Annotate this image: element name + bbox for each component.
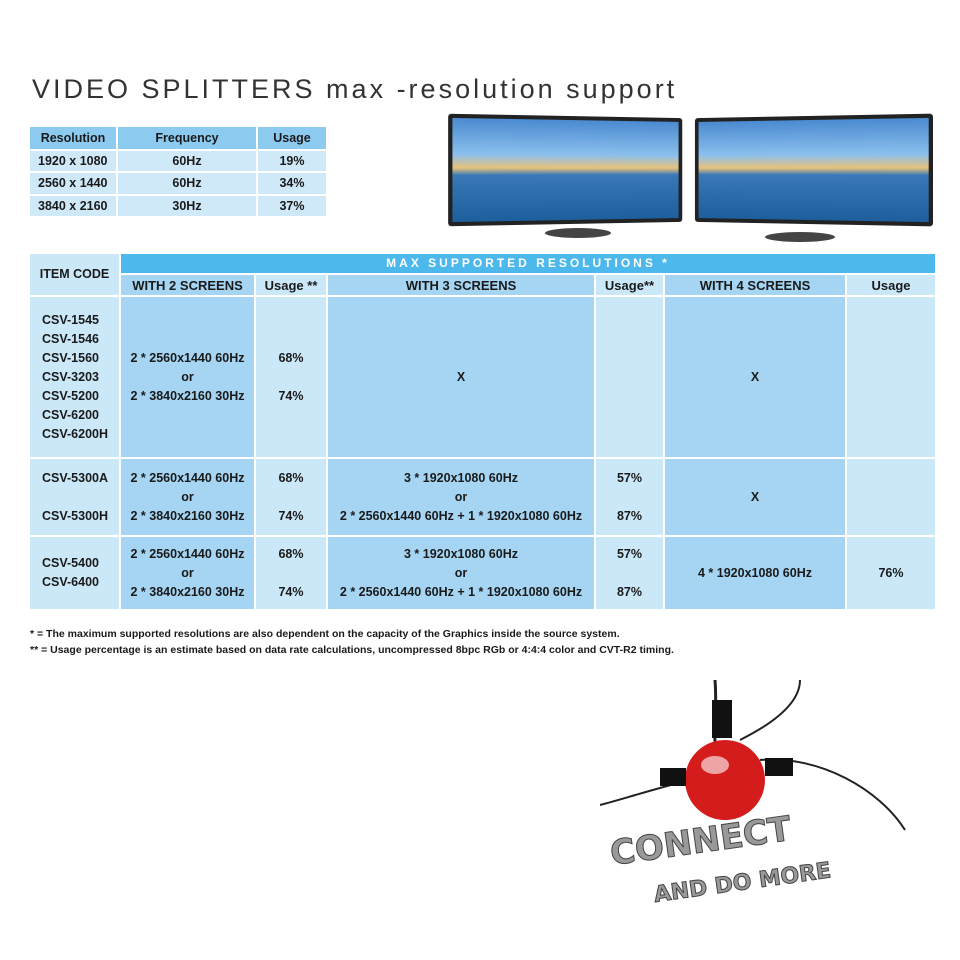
column-header: WITH 2 SCREENS: [121, 275, 254, 295]
table-row: 3840 x 2160 30Hz 37%: [30, 194, 328, 218]
column-header: WITH 3 SCREENS: [328, 275, 594, 295]
svg-text:AND DO MORE: AND DO MORE: [652, 858, 832, 908]
cell: 37%: [257, 194, 328, 218]
column-header: Usage **: [256, 275, 326, 295]
table-cell: 57% 87%: [596, 537, 663, 609]
table-cell: X: [328, 297, 594, 457]
table-header-row: Resolution Frequency Usage: [30, 127, 328, 151]
table-cell: 68% 74%: [256, 459, 326, 535]
table-cell: 3 * 1920x1080 60Hz or 2 * 2560x1440 60Hz…: [328, 459, 594, 535]
cell: 30Hz: [117, 194, 258, 218]
connect-and-do-more-logo: CONNECT AND DO MORE: [599, 679, 910, 920]
table-cell: 76%: [847, 537, 935, 609]
table-cell: 2 * 2560x1440 60Hz or 2 * 3840x2160 30Hz: [121, 537, 254, 609]
cell: 60Hz: [117, 149, 258, 173]
cell: 2560 x 1440: [30, 172, 118, 196]
table-cell: 2 * 2560x1440 60Hz or 2 * 3840x2160 30Hz: [121, 459, 254, 535]
item-codes-cell: CSV-1545 CSV-1546 CSV-1560 CSV-3203 CSV-…: [30, 297, 119, 457]
dual-monitor-image: [447, 108, 937, 248]
column-header: Resolution: [30, 127, 118, 151]
cell: 60Hz: [117, 172, 258, 196]
table-cell: 2 * 2560x1440 60Hz or 2 * 3840x2160 30Hz: [121, 297, 254, 457]
cell: 3840 x 2160: [30, 194, 118, 218]
table-cell: 68% 74%: [256, 297, 326, 457]
table-row: 1920 x 1080 60Hz 19%: [30, 149, 328, 173]
table-cell: [847, 297, 935, 457]
page-title: VIDEO SPLITTERS max -resolution support: [32, 74, 678, 104]
footnote: ** = Usage percentage is an estimate bas…: [30, 644, 674, 656]
column-header: Usage: [257, 127, 328, 151]
svg-text:CONNECT: CONNECT: [608, 809, 795, 874]
table-cell: [847, 459, 935, 535]
item-codes-cell: CSV-5300A CSV-5300H: [30, 459, 119, 535]
table-row: 2560 x 1440 60Hz 34%: [30, 172, 328, 196]
table-cell: 68% 74%: [256, 537, 326, 609]
table-cell: X: [665, 297, 845, 457]
item-code-header: ITEM CODE: [30, 254, 119, 295]
table-cell: X: [665, 459, 845, 535]
group-header: MAX SUPPORTED RESOLUTIONS *: [121, 254, 935, 273]
table-cell: 4 * 1920x1080 60Hz: [665, 537, 845, 609]
table-cell: 3 * 1920x1080 60Hz or 2 * 2560x1440 60Hz…: [328, 537, 594, 609]
footnote: * = The maximum supported resolutions ar…: [30, 628, 620, 640]
max-resolutions-table: ITEM CODE MAX SUPPORTED RESOLUTIONS * WITH…: [30, 254, 937, 611]
column-header: Usage**: [596, 275, 663, 295]
column-header: Usage: [847, 275, 935, 295]
column-header: WITH 4 SCREENS: [665, 275, 845, 295]
resolution-usage-table: Resolution Frequency Usage 1920 x 1080 60…: [30, 127, 328, 218]
table-cell: 57% 87%: [596, 459, 663, 535]
cell: 1920 x 1080: [30, 149, 118, 173]
table-cell: [596, 297, 663, 457]
item-codes-cell: CSV-5400 CSV-6400: [30, 537, 119, 609]
cell: 34%: [257, 172, 328, 196]
cell: 19%: [257, 149, 328, 173]
column-header: Frequency: [117, 127, 258, 151]
